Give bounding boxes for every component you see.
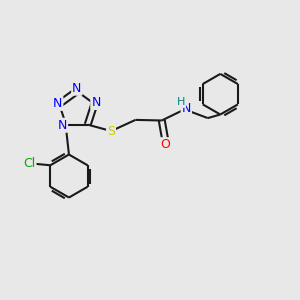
Text: S: S (107, 125, 115, 138)
Text: Cl: Cl (23, 157, 35, 170)
Text: H: H (177, 97, 185, 107)
Text: N: N (58, 119, 67, 132)
Text: O: O (160, 138, 170, 151)
Text: N: N (91, 96, 101, 109)
Text: N: N (53, 97, 62, 110)
Text: N: N (72, 82, 82, 95)
Text: N: N (182, 102, 191, 115)
